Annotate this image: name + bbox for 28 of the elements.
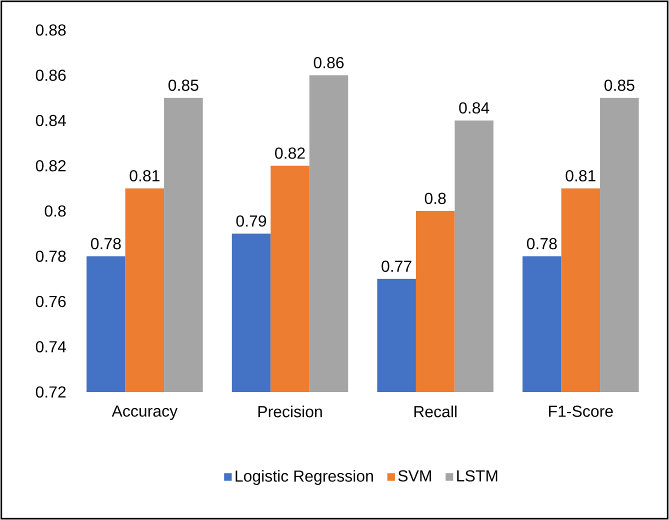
data-label: 0.85: [604, 80, 634, 91]
y-tick-label: 0.74: [36, 341, 66, 352]
data-label: 0.86: [314, 56, 344, 68]
data-label: 0.8: [424, 192, 446, 204]
y-tick-label: 0.82: [36, 160, 66, 172]
x-tick-label: Accuracy: [112, 406, 178, 420]
y-tick-label: 0.8: [44, 205, 66, 217]
data-label: 0.84: [459, 102, 490, 114]
data-label: 0.81: [566, 170, 596, 182]
data-label: 0.78: [526, 238, 557, 250]
data-label: 0.81: [130, 170, 160, 182]
x-tick-label: Recall: [414, 406, 456, 418]
data-label: 0.79: [236, 215, 266, 227]
y-tick-label: 0.76: [36, 296, 66, 308]
legend-label: LSTM: [457, 470, 498, 482]
y-tick-label: 0.78: [36, 250, 66, 262]
x-tick-label: Precision: [258, 406, 322, 418]
data-label: 0.78: [90, 238, 121, 250]
data-label: 0.77: [382, 260, 412, 272]
y-tick-label: 0.84: [36, 114, 66, 126]
x-tick-label: F1-Score: [549, 406, 613, 417]
y-tick-label: 0.72: [36, 386, 66, 398]
legend-label: Logistic Regression: [236, 470, 373, 485]
y-tick-label: 0.86: [36, 70, 66, 81]
legend-label: SVM: [398, 470, 431, 482]
data-label: 0.85: [168, 80, 198, 91]
data-label: 0.82: [275, 147, 305, 159]
y-tick-label: 0.88: [36, 24, 66, 36]
